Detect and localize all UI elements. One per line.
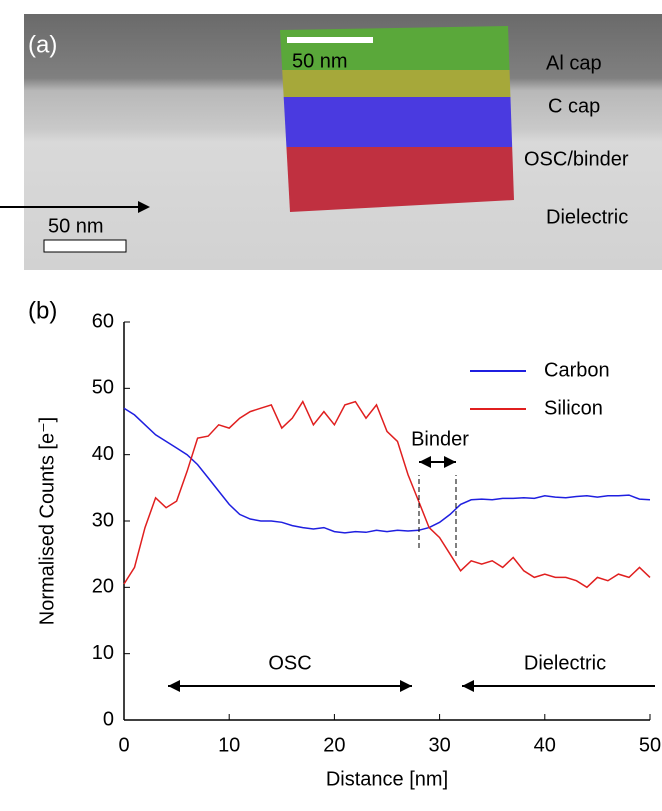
y-tick-label: 10 [92, 642, 114, 664]
layer-label: OSC/binder [524, 148, 629, 170]
x-tick-label: 10 [218, 734, 240, 756]
panel-label: (b) [28, 297, 57, 324]
y-tick-label: 60 [92, 310, 114, 332]
x-tick-label: 40 [534, 734, 556, 756]
annotation: Binder [411, 428, 469, 450]
y-tick-label: 20 [92, 576, 114, 598]
x-tick-label: 30 [428, 734, 450, 756]
layer-label: Dielectric [546, 206, 628, 228]
x-tick-label: 20 [323, 734, 345, 756]
x-tick-label: 50 [639, 734, 661, 756]
map-scale-bar [287, 37, 373, 43]
x-tick-label: 0 [118, 734, 129, 756]
pointer-arrowhead [138, 201, 150, 213]
layer-label: C cap [548, 95, 600, 117]
annotation: Dielectric [524, 652, 606, 674]
layer-label: Al cap [546, 52, 602, 74]
x-axis-label: Distance [nm] [326, 768, 448, 790]
eels-map [280, 26, 514, 212]
panel-label: (a) [28, 31, 57, 58]
map-scale-label: 50 nm [292, 50, 348, 72]
y-tick-label: 30 [92, 509, 114, 531]
arrowhead [400, 680, 412, 692]
y-tick-label: 0 [103, 708, 114, 730]
legend-label: Carbon [544, 359, 610, 381]
image-scale-bar [43, 239, 127, 253]
annotation: OSC [268, 652, 311, 674]
arrowhead [444, 456, 456, 468]
y-axis-label: Normalised Counts [e⁻] [36, 417, 58, 625]
legend-label: Silicon [544, 397, 603, 419]
arrowhead [168, 680, 180, 692]
arrowhead [462, 680, 474, 692]
data-line [123, 407, 651, 534]
image-scale-label: 50 nm [48, 215, 104, 237]
tem-image: (a) 50 nm 50 nm Al cap C cap OSC/binder … [0, 14, 662, 270]
data-line [123, 400, 651, 589]
y-tick-label: 50 [92, 377, 114, 399]
y-tick-label: 40 [92, 443, 114, 465]
arrowhead [419, 456, 431, 468]
